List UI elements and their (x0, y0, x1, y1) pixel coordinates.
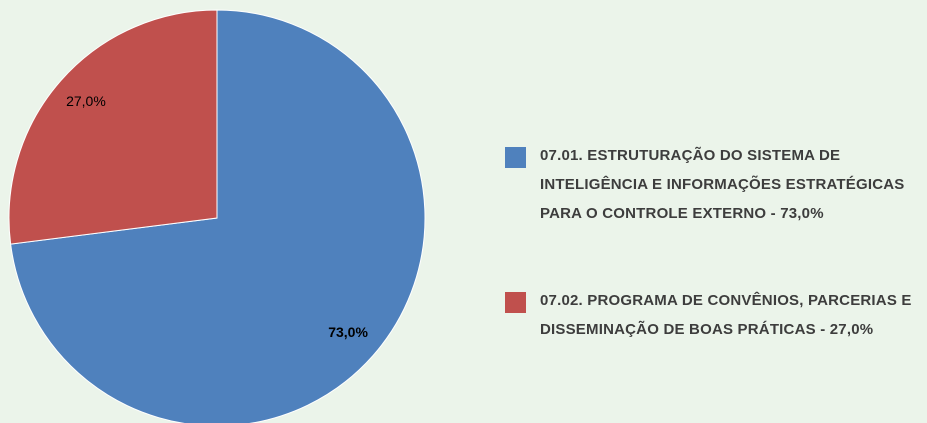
data-label: 73,0% (328, 324, 368, 340)
legend-label: 07.01. ESTRUTURAÇÃO DO SISTEMA DE INTELI… (540, 147, 905, 222)
legend-label: 07.02. PROGRAMA DE CONVÊNIOS, PARCERIAS … (540, 292, 912, 338)
pie-slice (10, 9, 426, 423)
data-label: 27,0% (66, 93, 106, 109)
legend-swatch (505, 292, 526, 313)
pie-slice (8, 9, 218, 245)
legend-swatch (505, 147, 526, 168)
